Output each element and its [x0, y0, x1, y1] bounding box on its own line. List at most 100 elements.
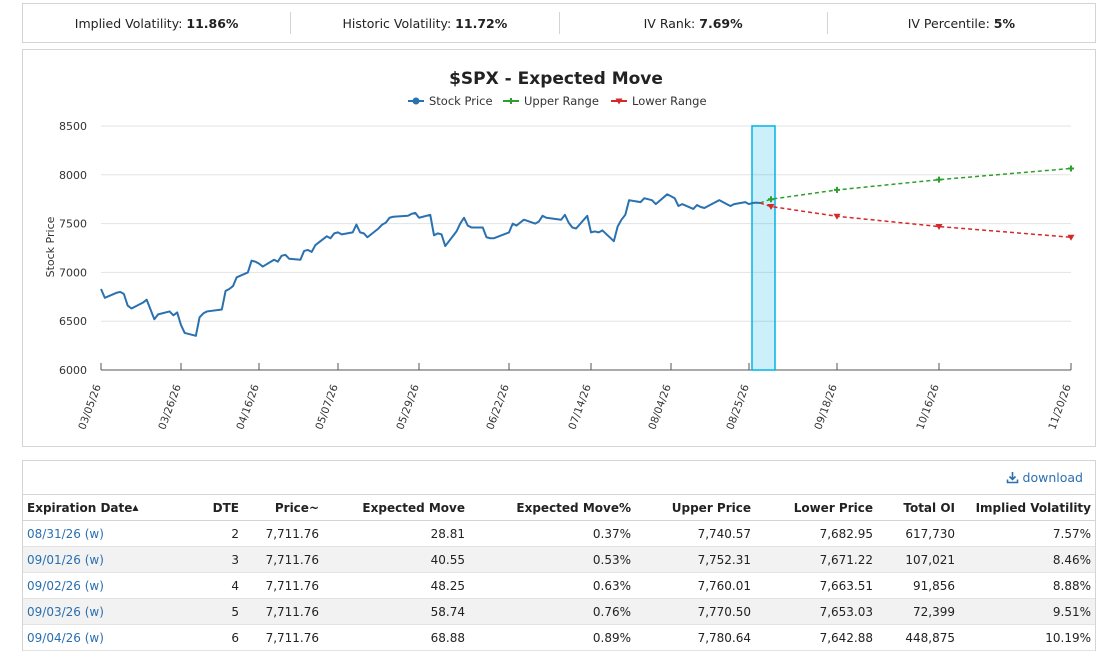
table-row: 09/01/26 (w) 3 7,711.76 40.55 0.53% 7,75… — [23, 546, 1095, 573]
table-row: 09/02/26 (w) 4 7,711.76 48.25 0.63% 7,76… — [23, 572, 1095, 599]
dte-cell: 3 — [163, 546, 243, 573]
expiration-date-link[interactable]: 09/01/26 (w) — [23, 546, 163, 573]
total-oi-cell: 72,399 — [877, 598, 959, 625]
legend-item-upper-range[interactable]: Upper Range — [503, 94, 599, 108]
column-header-total-oi[interactable]: Total OI — [877, 494, 959, 521]
y-tick-label: 7000 — [59, 266, 87, 279]
divider — [290, 12, 292, 34]
stat-iv-rank: IV Rank: 7.69% — [643, 15, 743, 31]
chart-legend: Stock Price Upper Range Lower Range — [408, 94, 707, 108]
lower-price-cell: 7,642.88 — [755, 624, 877, 651]
expected-move-cell: 68.88 — [323, 624, 469, 651]
lower-range-series — [759, 202, 1075, 241]
x-tick-label: 09/18/26 — [812, 383, 840, 432]
volatility-stats-bar: Implied Volatility: 11.86% Historic Vola… — [22, 3, 1096, 43]
x-tick-label: 11/20/26 — [1046, 383, 1074, 432]
upper-price-cell: 7,770.50 — [635, 598, 755, 625]
dte-cell: 4 — [163, 572, 243, 599]
legend-marker — [412, 97, 420, 105]
x-tick-label: 03/05/26 — [76, 383, 104, 432]
x-tick-label: 08/25/26 — [724, 383, 752, 432]
implied-volatility-cell: 8.46% — [959, 546, 1095, 573]
upper-range-point — [936, 176, 942, 183]
table-row: 08/31/26 (w) 2 7,711.76 28.81 0.37% 7,74… — [23, 520, 1095, 547]
column-header-upper-price[interactable]: Upper Price — [635, 494, 755, 521]
expected-move-pct-cell: 0.89% — [469, 624, 635, 651]
expected-move-chart[interactable]: $SPX - Expected Move Stock Price Upper Ra… — [23, 50, 1095, 446]
price-cell: 7,711.76 — [243, 572, 323, 599]
expiration-date-link[interactable]: 09/03/26 (w) — [23, 598, 163, 625]
upper-range-point — [768, 196, 774, 203]
lower-range-point — [1067, 234, 1075, 241]
dte-cell: 5 — [163, 598, 243, 625]
x-tick-label: 10/16/26 — [914, 383, 942, 432]
total-oi-cell: 91,856 — [877, 572, 959, 599]
y-tick-label: 6000 — [59, 364, 87, 377]
lower-range-point — [615, 98, 623, 105]
legend-item-lower-range[interactable]: Lower Range — [611, 94, 707, 108]
stock-price-series — [100, 193, 761, 337]
implied-volatility-cell: 10.19% — [959, 624, 1095, 651]
expected-move-pct-cell: 0.37% — [469, 520, 635, 547]
expected-move-cell: 40.55 — [323, 546, 469, 573]
expected-move-cell: 28.81 — [323, 520, 469, 547]
expiration-date-link[interactable]: 08/31/26 (w) — [23, 520, 163, 547]
upper-price-cell: 7,740.57 — [635, 520, 755, 547]
total-oi-cell: 107,021 — [877, 546, 959, 573]
expected-move-pct-cell: 0.76% — [469, 598, 635, 625]
implied-volatility-cell: 9.51% — [959, 598, 1095, 625]
y-tick-label: 8500 — [59, 120, 87, 133]
legend-item-stock-price[interactable]: Stock Price — [408, 94, 493, 108]
column-header-implied-volatility[interactable]: Implied Volatility — [959, 494, 1095, 521]
implied-volatility-cell: 8.88% — [959, 572, 1095, 599]
upper-price-cell: 7,780.64 — [635, 624, 755, 651]
x-tick-label: 06/22/26 — [484, 383, 512, 432]
column-header-expected-move[interactable]: Expected Move — [323, 494, 469, 521]
expected-move-pct-cell: 0.63% — [469, 572, 635, 599]
legend-label: Stock Price — [429, 94, 493, 108]
y-tick-label: 8000 — [59, 169, 87, 182]
sort-ascending-icon: ▲ — [132, 502, 139, 512]
highlight-band — [751, 125, 776, 371]
expiration-date-link[interactable]: 09/04/26 (w) — [23, 624, 163, 651]
implied-volatility-cell: 7.57% — [959, 520, 1095, 547]
x-tick-label: 08/04/26 — [646, 383, 674, 432]
dte-cell: 6 — [163, 624, 243, 651]
column-header-expiration-date[interactable]: Expiration Date▲ — [23, 494, 163, 521]
upper-range-point — [1068, 165, 1074, 172]
expected-move-pct-cell: 0.53% — [469, 546, 635, 573]
x-tick-label: 05/07/26 — [313, 383, 341, 432]
y-tick-label: 6500 — [59, 315, 87, 328]
upper-range-line — [759, 167, 1072, 204]
upper-range-point — [508, 98, 514, 104]
price-cell: 7,711.76 — [243, 520, 323, 547]
table-header-row: Expiration Date▲ DTE Price~ Expected Mov… — [23, 494, 1095, 521]
column-header-lower-price[interactable]: Lower Price — [755, 494, 877, 521]
expected-move-table-panel: download Expiration Date▲ DTE Price~ Exp… — [22, 460, 1096, 651]
x-tick-label: 07/14/26 — [566, 383, 594, 432]
column-header-price[interactable]: Price~ — [243, 494, 323, 521]
stat-iv-percentile: IV Percentile: 5% — [907, 15, 1016, 31]
column-header-dte[interactable]: DTE — [163, 494, 243, 521]
divider — [558, 12, 560, 34]
stat-historic-volatility: Historic Volatility: 11.72% — [342, 15, 508, 31]
legend-label: Upper Range — [524, 94, 599, 108]
price-cell: 7,711.76 — [243, 598, 323, 625]
download-button[interactable]: download — [1006, 470, 1083, 485]
legend-label: Lower Range — [632, 94, 707, 108]
x-axis: 03/05/26 03/26/26 04/16/26 05/07/26 05/29/26… — [76, 363, 1074, 431]
y-tick-label: 7500 — [59, 218, 87, 231]
upper-price-cell: 7,752.31 — [635, 546, 755, 573]
expected-move-cell: 48.25 — [323, 572, 469, 599]
x-tick-label: 05/29/26 — [394, 383, 422, 432]
total-oi-cell: 617,730 — [877, 520, 959, 547]
x-tick-label: 03/26/26 — [156, 383, 184, 432]
chart-title: $SPX - Expected Move — [449, 69, 663, 89]
expected-move-cell: 58.74 — [323, 598, 469, 625]
lower-range-point — [833, 213, 841, 220]
lower-range-point — [767, 204, 775, 211]
expiration-date-link[interactable]: 09/02/26 (w) — [23, 572, 163, 599]
lower-range-point — [935, 224, 943, 231]
column-header-expected-move-pct[interactable]: Expected Move% — [469, 494, 635, 521]
chart-series — [100, 165, 1075, 337]
